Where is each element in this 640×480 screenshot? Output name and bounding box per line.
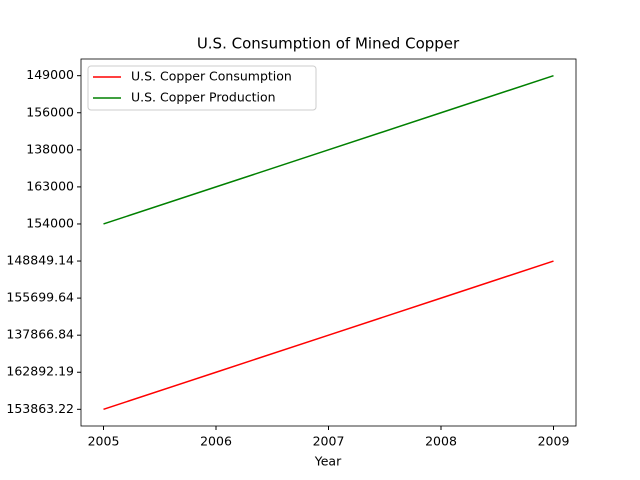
plot-frame xyxy=(80,58,577,427)
y-tick-label: 162892.19 xyxy=(6,364,74,379)
x-tick-label: 2007 xyxy=(313,434,345,449)
x-axis-label: Year xyxy=(314,454,342,469)
legend-label: U.S. Copper Consumption xyxy=(131,69,292,84)
y-tick-label: 155699.64 xyxy=(6,290,74,305)
x-tick-label: 2006 xyxy=(200,434,232,449)
y-tick-label: 163000 xyxy=(26,178,74,193)
x-tick-label: 2005 xyxy=(88,434,120,449)
x-tick-label: 2009 xyxy=(538,434,570,449)
series-line xyxy=(103,260,554,411)
y-tick-label: 148849.14 xyxy=(6,253,74,268)
y-tick-label: 154000 xyxy=(26,215,74,230)
y-tick-label: 149000 xyxy=(26,67,74,82)
legend-label: U.S. Copper Production xyxy=(131,90,276,105)
series-line xyxy=(103,74,554,225)
x-tick-label: 2008 xyxy=(425,434,457,449)
y-tick-label: 138000 xyxy=(26,141,74,156)
y-tick-label: 156000 xyxy=(26,104,74,119)
legend-box xyxy=(87,65,317,111)
y-tick-label: 153863.22 xyxy=(6,401,74,416)
chart-title: U.S. Consumption of Mined Copper xyxy=(197,35,460,53)
y-tick-label: 137866.84 xyxy=(6,327,74,342)
